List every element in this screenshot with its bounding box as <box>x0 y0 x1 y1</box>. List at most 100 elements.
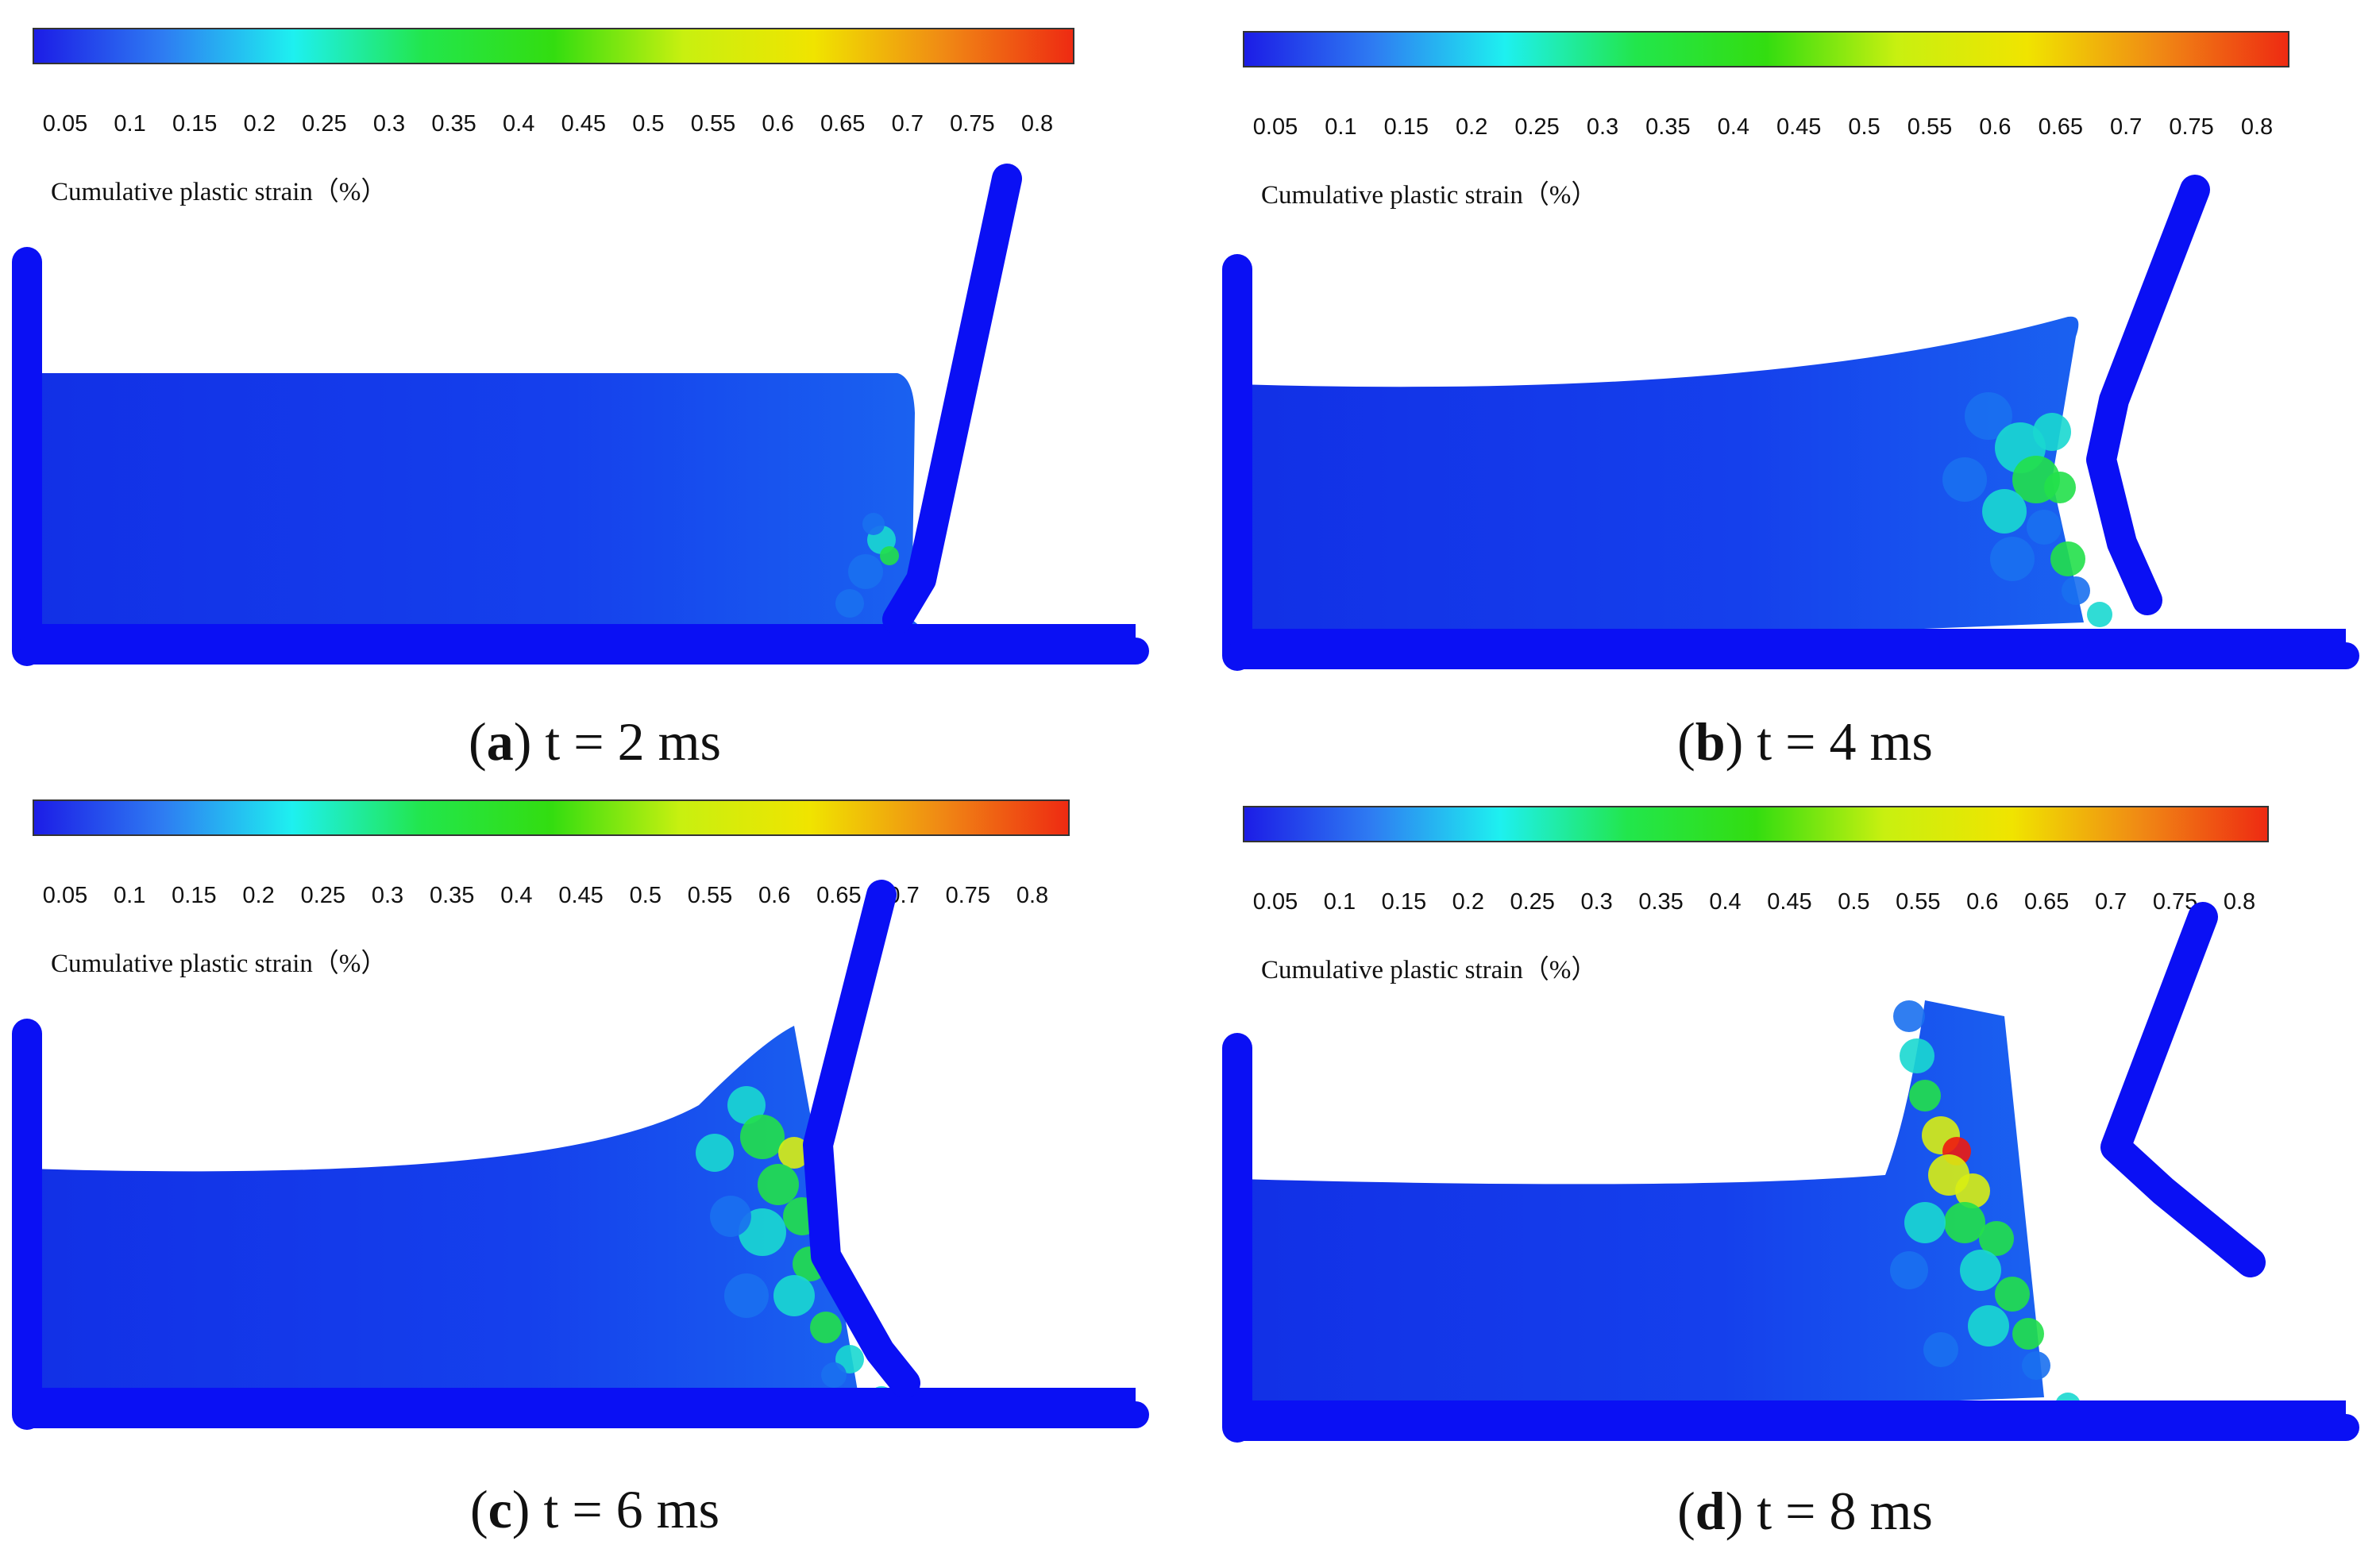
colorbar <box>1243 806 2269 842</box>
colorbar-tick-label: 0.45 <box>1776 114 1822 140</box>
strain-particle <box>821 1362 847 1388</box>
colorbar-bar <box>1243 31 2289 67</box>
colorbar-ticks: 0.05 0.1 0.15 0.2 0.25 0.3 0.35 0.4 0.45 0.5 0.55 0… <box>1210 114 2322 146</box>
strain-particle <box>2087 602 2112 627</box>
colorbar-tick-label: 0.45 <box>1767 889 1812 915</box>
colorbar-tick-label: 0.7 <box>2110 114 2143 140</box>
colorbar-tick-label: 0.55 <box>1896 889 1941 915</box>
strain-particle <box>710 1196 751 1237</box>
panel-d: 0.05 0.1 0.15 0.2 0.25 0.3 0.35 0.4 0.45 0.5 0.55 0… <box>1210 778 2380 1562</box>
panel-time: t = 2 ms <box>545 711 721 772</box>
elastic-gate <box>882 164 1022 634</box>
panel-c: 0.05 0.1 0.15 0.2 0.25 0.3 0.35 0.4 0.45 0.5 0.55 0… <box>0 772 1190 1555</box>
colorbar-tick-label: 0.1 <box>1323 889 1356 915</box>
colorbar-bar <box>33 799 1070 836</box>
panel-time: t = 8 ms <box>1757 1481 1933 1541</box>
panel-b: 0.05 0.1 0.15 0.2 0.25 0.3 0.35 0.4 0.45 0.5 0.55 0… <box>1210 3 2380 787</box>
panel-caption: (c) t = 6 ms <box>469 1479 720 1539</box>
panel-letter: c <box>488 1479 512 1539</box>
strain-particle <box>810 1312 842 1343</box>
panel-letter: b <box>1695 711 1726 772</box>
colorbar-tick-label: 0.65 <box>2023 889 2069 915</box>
strain-particle <box>1968 1305 2009 1346</box>
colorbar-tick-label: 0.65 <box>816 883 862 908</box>
strain-particle <box>835 589 864 618</box>
colorbar-tick-label: 0.5 <box>1848 114 1880 140</box>
colorbar-tick-label: 0.25 <box>1510 889 1555 915</box>
colorbar-tick-label: 0.5 <box>632 111 665 137</box>
fluid-body <box>27 373 921 651</box>
strain-particle <box>880 546 899 565</box>
colorbar-tick-label: 0.8 <box>2240 114 2274 140</box>
simulation-scene <box>12 880 1149 1430</box>
strain-particle <box>724 1273 769 1318</box>
colorbar-tick-label: 0.65 <box>2038 114 2084 140</box>
colorbar-tick-label: 0.2 <box>1456 114 1488 140</box>
strain-particle <box>1960 1250 2001 1291</box>
elastic-gate <box>2086 175 2210 615</box>
colorbar-tick-label: 0.15 <box>1383 114 1429 140</box>
colorbar-label: Cumulative plastic strain（%） <box>51 950 388 978</box>
strain-particle <box>773 1275 815 1316</box>
strain-particle <box>1995 1277 2030 1312</box>
panel-time: t = 6 ms <box>543 1479 720 1539</box>
colorbar-tick-label: 0.35 <box>429 883 475 908</box>
colorbar-tick-label: 0.65 <box>820 111 866 137</box>
colorbar-tick-label: 0.3 <box>372 111 406 137</box>
strain-particle <box>1890 1251 1928 1289</box>
colorbar-tick-label: 0.7 <box>2094 889 2127 915</box>
strain-particle <box>2027 510 2062 545</box>
panel-caption: (b) t = 4 ms <box>1677 711 1933 772</box>
colorbar-tick-label: 0.5 <box>629 883 662 908</box>
panel-a: 0.05 0.1 0.15 0.2 0.25 0.3 0.35 0.4 0.45 0.5 0.55 0… <box>0 0 1190 784</box>
colorbar-tick-label: 0.4 <box>1709 889 1742 915</box>
colorbar-tick-label: 0.15 <box>172 883 217 908</box>
colorbar-tick-label: 0.05 <box>1252 889 1298 915</box>
strain-particle <box>2062 576 2090 605</box>
colorbar-tick-label: 0.25 <box>1514 114 1560 140</box>
colorbar-tick-label: 0.8 <box>1016 883 1049 908</box>
colorbar-tick-label: 0.4 <box>503 111 535 137</box>
strain-particle <box>727 1086 766 1124</box>
colorbar-tick-label: 0.45 <box>561 111 607 137</box>
fluid-body <box>1237 1000 2044 1427</box>
colorbar-tick-label: 0.4 <box>500 883 533 908</box>
colorbar-tick-label: 0.2 <box>1452 889 1484 915</box>
colorbar <box>1243 31 2289 67</box>
floor-strip <box>1237 629 2346 653</box>
panel-letter: a <box>486 711 514 772</box>
colorbar-tick-label: 0.75 <box>2169 114 2214 140</box>
colorbar-tick-label: 0.45 <box>558 883 604 908</box>
colorbar-tick-label: 0.1 <box>114 883 146 908</box>
colorbar-tick-label: 0.3 <box>1580 889 1613 915</box>
colorbar-tick-label: 0.7 <box>891 111 924 137</box>
panel-caption: (a) t = 2 ms <box>469 711 721 772</box>
strain-particle <box>1909 1080 1941 1111</box>
strain-particle <box>1982 489 2027 534</box>
colorbar-tick-label: 0.35 <box>1638 889 1684 915</box>
strain-particle <box>1979 1221 2014 1256</box>
colorbar-tick-label: 0.8 <box>1020 111 1054 137</box>
colorbar-tick-label: 0.15 <box>172 111 218 137</box>
colorbar-bar <box>33 28 1074 64</box>
fluid-body <box>27 1026 858 1415</box>
panel-time: t = 4 ms <box>1757 711 1933 772</box>
colorbar-label: Cumulative plastic strain（%） <box>1261 956 1598 984</box>
strain-particle <box>1923 1332 1958 1367</box>
colorbar-tick-label: 0.8 <box>2223 889 2256 915</box>
colorbar-tick-label: 0.6 <box>758 883 791 908</box>
strain-particle <box>1944 1202 1985 1243</box>
elastic-gate <box>803 880 920 1398</box>
colorbar-tick-label: 0.3 <box>1586 114 1619 140</box>
strain-particle <box>848 554 883 589</box>
colorbar-tick-label: 0.25 <box>300 883 346 908</box>
colorbar-tick-label: 0.25 <box>302 111 347 137</box>
colorbar-tick-label: 0.75 <box>945 883 991 908</box>
strain-particle <box>758 1164 799 1205</box>
strain-particle <box>1965 392 2012 440</box>
simulation-scene <box>12 164 1149 666</box>
simulation-scene <box>1222 175 2359 671</box>
colorbar-ticks: 0.05 0.1 0.15 0.2 0.25 0.3 0.35 0.4 0.45 0.5 0.55 0… <box>1210 889 2322 921</box>
floor-strip <box>27 1388 1136 1412</box>
colorbar-ticks: 0.05 0.1 0.15 0.2 0.25 0.3 0.35 0.4 0.45 0.5 0.55 0… <box>0 111 1112 143</box>
